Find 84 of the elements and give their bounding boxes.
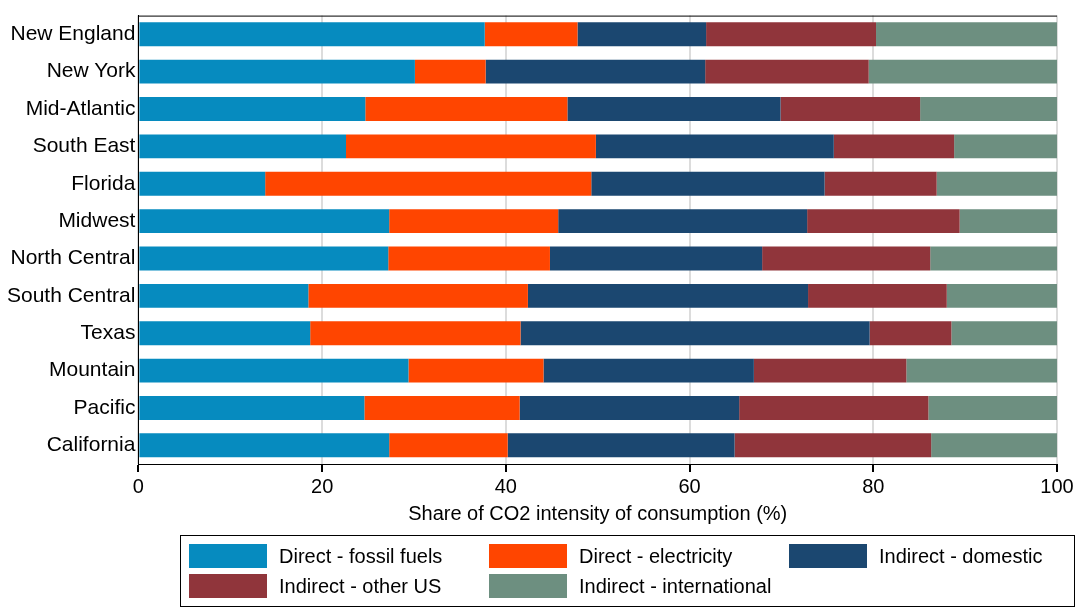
bar <box>389 209 559 234</box>
y-tick-label: Mid-Atlantic <box>25 95 136 119</box>
bar <box>824 171 937 196</box>
bar <box>753 358 907 383</box>
y-tick-label: New England <box>10 21 136 45</box>
bar <box>868 59 1057 84</box>
bar <box>906 358 1057 383</box>
bar <box>139 209 390 234</box>
legend-label: Direct - electricity <box>579 544 733 568</box>
bar <box>527 283 809 308</box>
bar <box>139 22 485 47</box>
bar <box>959 209 1057 234</box>
legend-label: Direct - fossil fuels <box>279 544 443 568</box>
bar <box>543 358 754 383</box>
bar <box>931 433 1057 458</box>
bar <box>139 134 347 159</box>
bar <box>734 433 932 458</box>
bar <box>833 134 955 159</box>
y-tick-label: Midwest <box>58 207 136 231</box>
bar <box>954 134 1057 159</box>
bar <box>519 395 740 420</box>
y-tick-label: North Central <box>10 245 136 269</box>
y-tick-label: New York <box>46 58 136 82</box>
bar <box>577 22 707 47</box>
y-tick-label: South Central <box>6 282 136 306</box>
bar <box>139 433 390 458</box>
bar <box>920 97 1057 121</box>
bar <box>507 433 735 458</box>
x-tick-label: 40 <box>494 474 517 497</box>
bar <box>705 59 869 84</box>
bar <box>876 22 1057 47</box>
y-tick-label: Pacific <box>73 394 136 418</box>
bar <box>388 246 550 271</box>
bar <box>595 134 834 159</box>
bar <box>265 171 592 196</box>
bar <box>139 97 366 121</box>
x-tick-label: 80 <box>862 474 885 497</box>
x-tick-label: 60 <box>678 474 701 497</box>
bar <box>308 283 528 308</box>
bar <box>365 97 568 121</box>
bar <box>930 246 1057 271</box>
bar <box>139 358 409 383</box>
bar <box>389 433 508 458</box>
bar <box>808 283 947 308</box>
bar <box>946 283 1057 308</box>
bar <box>706 22 877 47</box>
y-tick-label: California <box>46 432 136 456</box>
legend-label: Indirect - other US <box>279 574 442 598</box>
bar <box>139 59 415 84</box>
bar <box>408 358 544 383</box>
bar <box>139 321 311 346</box>
bar <box>414 59 486 84</box>
bar <box>139 246 389 271</box>
bar <box>739 395 929 420</box>
bar <box>780 97 921 121</box>
bar <box>936 171 1057 196</box>
x-tick-label: 20 <box>311 474 334 497</box>
legend-label: Indirect - international <box>579 574 772 598</box>
bar <box>567 97 781 121</box>
bar <box>549 246 763 271</box>
y-tick-label: South East <box>32 133 136 157</box>
bar <box>591 171 825 196</box>
bar <box>928 395 1057 420</box>
bar <box>762 246 931 271</box>
bar <box>869 321 952 346</box>
y-tick-label: Florida <box>71 170 136 194</box>
bar <box>364 395 520 420</box>
bar <box>139 395 365 420</box>
bar <box>310 321 521 346</box>
bar <box>346 134 596 159</box>
y-tick-label: Mountain <box>49 357 136 381</box>
bar <box>807 209 960 234</box>
bar <box>139 283 309 308</box>
x-tick-label: 100 <box>1040 474 1074 497</box>
bar <box>139 171 266 196</box>
bar <box>558 209 808 234</box>
x-tick-label: 0 <box>132 474 144 497</box>
bar <box>520 321 870 346</box>
bar <box>484 22 578 47</box>
legend-label: Indirect - domestic <box>879 544 1043 568</box>
y-tick-label: Texas <box>80 320 136 344</box>
bar <box>951 321 1057 346</box>
x-axis-title: Share of CO2 intensity of consumption (%) <box>408 501 788 524</box>
bar <box>485 59 706 84</box>
